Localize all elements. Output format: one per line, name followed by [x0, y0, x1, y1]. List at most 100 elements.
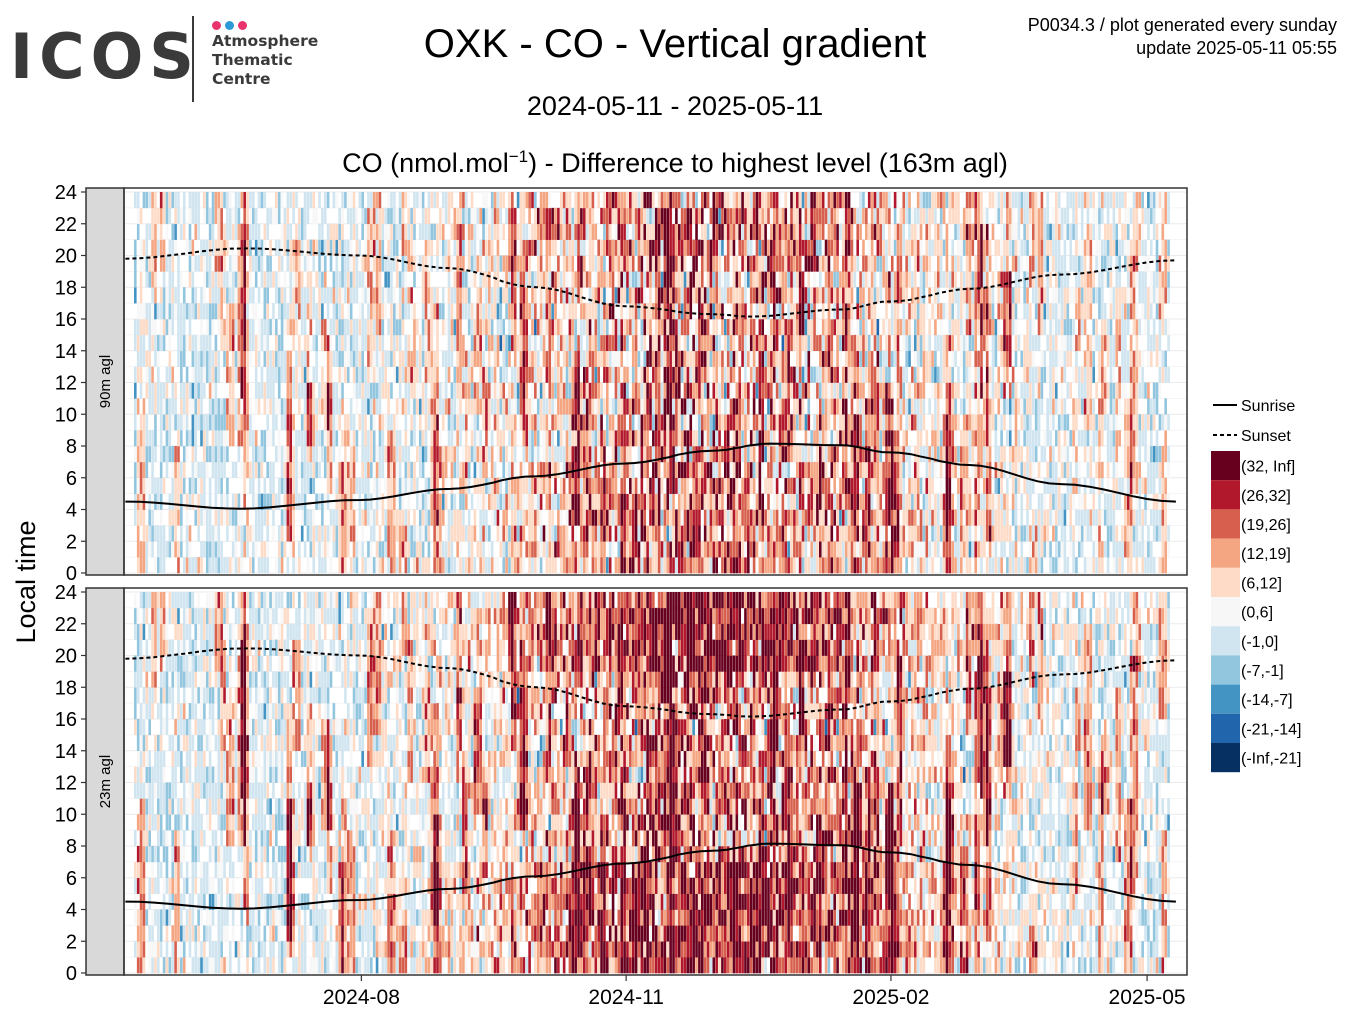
- heatmap-cell: [249, 287, 252, 304]
- heatmap-cell: [263, 192, 267, 209]
- heatmap-cell: [211, 525, 215, 542]
- heatmap-cell: [136, 303, 140, 320]
- heatmap-cell: [784, 271, 788, 288]
- heatmap-cell: [355, 430, 359, 447]
- heatmap-cell: [623, 446, 626, 463]
- heatmap-cell: [810, 255, 813, 272]
- heatmap-cell: [349, 525, 353, 542]
- heatmap-cell: [787, 477, 790, 494]
- heatmap-cell: [534, 430, 537, 447]
- heatmap-cell: [591, 334, 595, 352]
- heatmap-cell: [732, 366, 736, 383]
- heatmap-cell: [444, 461, 448, 479]
- heatmap-cell: [387, 382, 390, 399]
- heatmap-cell: [280, 446, 284, 463]
- heatmap-cell: [485, 461, 488, 479]
- heatmap-cell: [289, 287, 293, 304]
- heatmap-cell: [747, 493, 750, 510]
- heatmap-cell: [277, 239, 281, 256]
- heatmap-cell: [418, 430, 422, 447]
- heatmap-cell: [249, 557, 252, 574]
- heatmap-cell: [795, 477, 799, 494]
- heatmap-cell: [338, 319, 341, 336]
- heatmap-cell: [269, 430, 272, 447]
- heatmap-cell: [315, 334, 318, 352]
- heatmap-cell: [821, 461, 825, 479]
- heatmap-cell: [499, 541, 503, 558]
- heatmap-cell: [499, 334, 503, 352]
- heatmap-cell: [571, 414, 575, 431]
- heatmap-cell: [450, 446, 454, 463]
- heatmap-cell: [626, 239, 629, 256]
- heatmap-cell: [298, 334, 301, 352]
- heatmap-cell: [629, 557, 632, 574]
- heatmap-cell: [306, 382, 310, 399]
- heatmap-cell: [709, 271, 713, 288]
- heatmap-cell: [154, 207, 157, 225]
- heatmap-cell: [629, 414, 632, 431]
- heatmap-cell: [741, 430, 744, 447]
- heatmap-cell: [565, 557, 569, 574]
- heatmap-cell: [295, 223, 298, 240]
- heatmap-cell: [464, 557, 468, 574]
- heatmap-cell: [709, 334, 713, 352]
- heatmap-cell: [505, 414, 508, 431]
- heatmap-cell: [666, 271, 670, 288]
- heatmap-cell: [234, 255, 238, 272]
- heatmap-cell: [755, 382, 759, 399]
- heatmap-cell: [663, 255, 667, 272]
- heatmap-cell: [424, 477, 428, 494]
- heatmap-cell: [145, 461, 149, 479]
- heatmap-cell: [231, 319, 235, 336]
- heatmap-cell: [240, 192, 244, 209]
- heatmap-cell: [410, 461, 413, 479]
- heatmap-cell: [511, 382, 514, 399]
- heatmap-cell: [585, 223, 589, 240]
- heatmap-cell: [421, 557, 425, 574]
- heatmap-cell: [401, 319, 405, 336]
- heatmap-cell: [427, 398, 431, 415]
- heatmap-cell: [813, 430, 816, 447]
- heatmap-cell: [594, 430, 598, 447]
- heatmap-cell: [680, 319, 684, 336]
- heatmap-cell: [775, 334, 779, 352]
- heatmap-cell: [372, 192, 376, 209]
- heatmap-cell: [197, 303, 200, 320]
- heatmap-cell: [629, 461, 632, 479]
- heatmap-cell: [724, 477, 727, 494]
- heatmap-cell: [208, 446, 212, 463]
- heatmap-cell: [177, 271, 180, 288]
- heatmap-cell: [551, 382, 554, 399]
- heatmap-cell: [700, 303, 704, 320]
- heatmap-cell: [680, 192, 684, 209]
- heatmap-cell: [741, 541, 744, 558]
- heatmap-cell: [231, 509, 235, 526]
- heatmap-cell: [508, 557, 511, 574]
- heatmap-cell: [585, 303, 589, 320]
- heatmap-cell: [418, 382, 422, 399]
- heatmap-cell: [321, 271, 324, 288]
- heatmap-cell: [496, 414, 500, 431]
- heatmap-cell: [266, 541, 269, 558]
- heatmap-cell: [338, 207, 341, 225]
- heatmap-cell: [712, 223, 716, 240]
- heatmap-cell: [706, 239, 710, 256]
- heatmap-cell: [378, 319, 382, 336]
- heatmap-cell: [585, 207, 589, 225]
- heatmap-cell: [482, 366, 485, 383]
- heatmap-cell: [580, 271, 583, 288]
- heatmap-cell: [303, 334, 307, 352]
- heatmap-cell: [582, 461, 586, 479]
- heatmap-cell: [433, 319, 436, 336]
- heatmap-cell: [692, 255, 695, 272]
- heatmap-cell: [228, 255, 232, 272]
- heatmap-cell: [666, 366, 670, 383]
- heatmap-cell: [407, 207, 411, 225]
- heatmap-cell: [456, 414, 459, 431]
- update-timestamp: update 2025-05-11 05:55: [1136, 38, 1337, 58]
- heatmap-cell: [191, 477, 195, 494]
- heatmap-cell: [174, 446, 177, 463]
- heatmap-cell: [387, 493, 390, 510]
- heatmap-cell: [821, 557, 825, 574]
- heatmap-cell: [151, 461, 154, 479]
